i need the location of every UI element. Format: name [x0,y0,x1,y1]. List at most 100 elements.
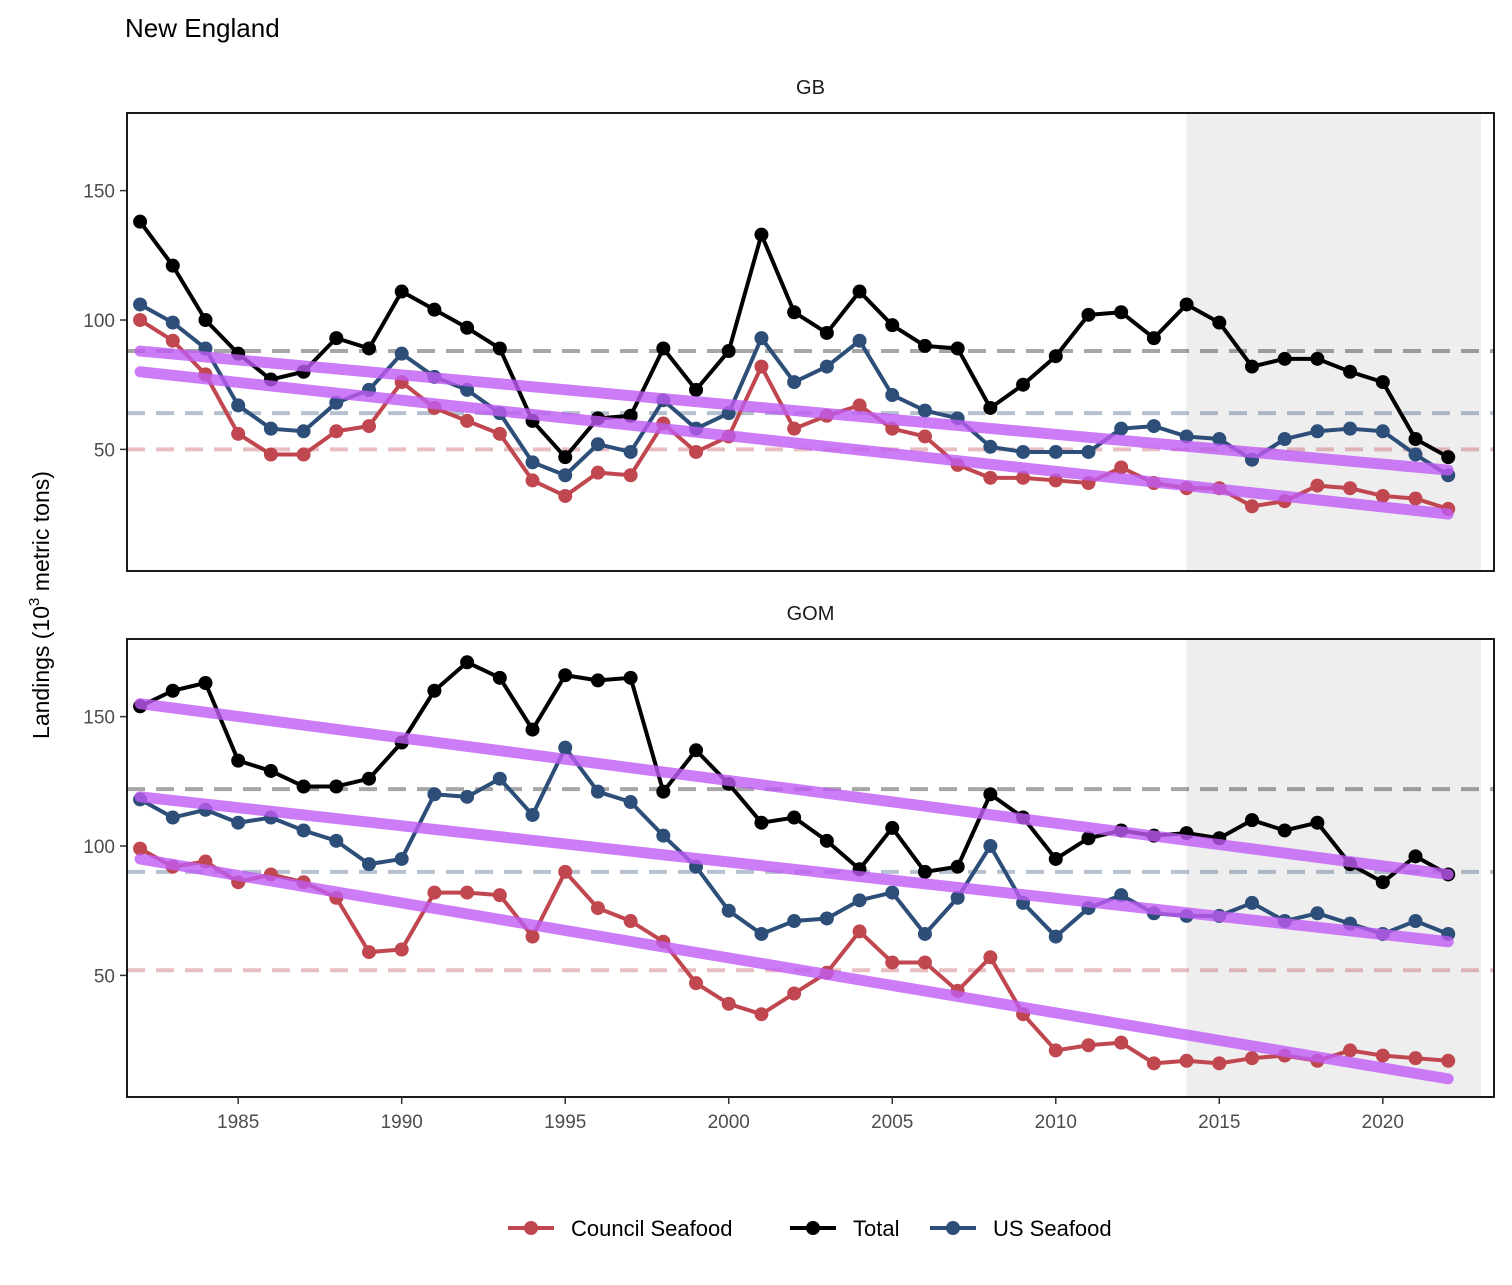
x-tick-label: 1985 [217,1112,259,1133]
point-council-seafood [1048,1043,1063,1058]
point-council-seafood [787,421,802,436]
point-us-seafood [263,421,278,436]
point-council-seafood [558,488,573,503]
point-total [427,683,442,698]
point-us-seafood [819,911,834,926]
point-us-seafood [1343,421,1358,436]
point-us-seafood [1408,914,1423,929]
point-council-seafood [1244,1051,1259,1066]
point-total [1081,831,1096,846]
point-us-seafood [1310,424,1325,439]
point-us-seafood [754,926,769,941]
point-council-seafood [1081,1038,1096,1053]
point-total [1212,315,1227,330]
point-total [950,859,965,874]
point-us-seafood [525,455,540,470]
point-us-seafood [1114,888,1129,903]
point-us-seafood [590,437,605,452]
legend-key-point [524,1221,538,1235]
panel-gom: GOM 50 100 150 [83,603,1495,1098]
point-council-seafood [1244,499,1259,514]
point-council-seafood [1343,481,1358,496]
point-council-seafood [1114,1035,1129,1050]
point-us-seafood [623,444,638,459]
point-us-seafood [1244,895,1259,910]
point-us-seafood [558,468,573,483]
chart-title: New England [125,13,280,43]
point-total [362,341,377,356]
y-tick-label: 150 [83,182,115,203]
point-council-seafood [917,429,932,444]
point-total [819,833,834,848]
legend-label: Council Seafood [571,1216,732,1241]
point-council-seafood [623,914,638,929]
legend-label: US Seafood [993,1216,1112,1241]
legend-key-point [806,1221,820,1235]
point-us-seafood [656,828,671,843]
x-tick-label: 2010 [1035,1112,1077,1133]
point-total [1048,349,1063,364]
point-total [754,227,769,242]
point-total [492,341,507,356]
legend-label: Total [853,1216,899,1241]
point-council-seafood [983,950,998,965]
point-total [263,763,278,778]
trend-line-council-seafood [134,853,1454,1085]
point-council-seafood [1114,460,1129,475]
point-total [1081,307,1096,322]
point-total [1408,849,1423,864]
point-total [917,338,932,353]
point-us-seafood [852,333,867,348]
point-total [165,258,180,273]
point-total [1114,305,1129,320]
facet-label-gb: GB [796,77,825,99]
point-total [1310,815,1325,830]
x-tick-label: 2020 [1362,1112,1404,1133]
point-total [1146,331,1161,346]
point-total [329,331,344,346]
point-council-seafood [394,942,409,957]
point-council-seafood [623,468,638,483]
point-council-seafood [1016,470,1031,485]
point-total [983,400,998,415]
point-us-seafood [590,784,605,799]
point-us-seafood [231,815,246,830]
point-total [656,341,671,356]
point-total [983,787,998,802]
point-total [787,305,802,320]
point-council-seafood [1375,488,1390,503]
x-tick-label: 1990 [381,1112,423,1133]
point-total [1277,823,1292,838]
point-total [1375,875,1390,890]
point-council-seafood [1441,1053,1456,1068]
point-council-seafood [231,426,246,441]
point-council-seafood [133,313,148,328]
point-council-seafood [787,986,802,1001]
point-total [362,771,377,786]
point-total [1179,297,1194,312]
y-tick-label: 50 [94,966,115,987]
point-council-seafood [1343,1043,1358,1058]
point-council-seafood [492,888,507,903]
point-us-seafood [1048,444,1063,459]
point-us-seafood [983,439,998,454]
x-tick-label: 2005 [871,1112,913,1133]
point-council-seafood [1375,1048,1390,1063]
trend-line-us-seafood [134,791,1454,948]
point-total [1048,851,1063,866]
point-total [852,284,867,299]
point-us-seafood [329,833,344,848]
point-total [133,214,148,229]
point-council-seafood [362,945,377,960]
point-us-seafood [1146,419,1161,434]
point-total [198,313,213,328]
point-total [1277,351,1292,366]
y-axis-label: Landings (103 metric tons) [26,471,54,739]
point-total [1244,813,1259,828]
point-us-seafood [133,297,148,312]
point-council-seafood [1408,1051,1423,1066]
y-tick-label: 100 [83,837,115,858]
legend-entry-total: Total [790,1216,899,1241]
panel-border [126,112,1495,572]
trend-line-council-seafood [134,366,1454,520]
